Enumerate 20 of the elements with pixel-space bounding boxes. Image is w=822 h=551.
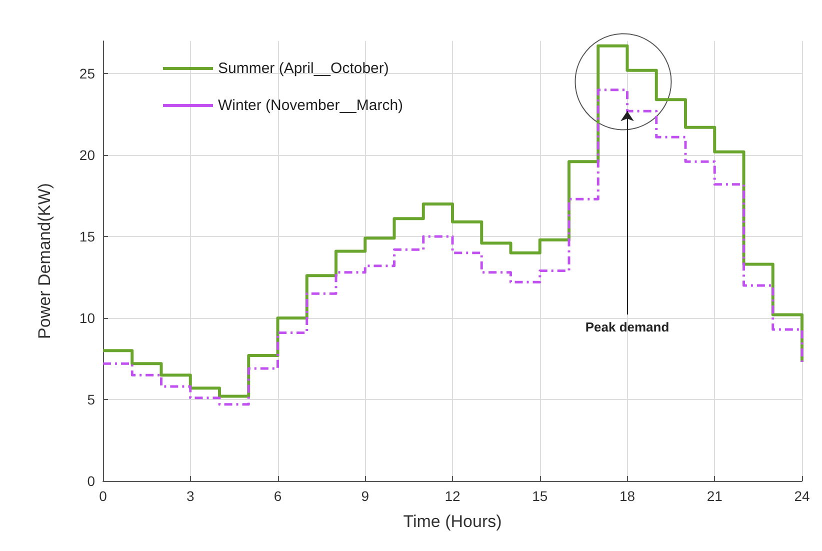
legend-label: Winter (November__March) bbox=[218, 97, 404, 114]
y-tick-label: 0 bbox=[87, 473, 96, 489]
x-tick-label: 3 bbox=[186, 488, 194, 504]
x-tick-label: 15 bbox=[532, 488, 548, 504]
y-tick-label: 10 bbox=[79, 310, 96, 326]
y-tick-label: 20 bbox=[79, 147, 96, 164]
legend-label: Summer (April__October) bbox=[218, 60, 389, 77]
x-axis-title: Time (Hours) bbox=[403, 512, 502, 531]
x-tick-label: 18 bbox=[619, 488, 636, 504]
y-tick-label: 25 bbox=[79, 66, 96, 82]
y-axis-title: Power Demand(KW) bbox=[35, 183, 54, 339]
y-tick-label: 5 bbox=[87, 392, 96, 408]
annotation: Peak demand bbox=[585, 320, 670, 335]
x-tick-label: 12 bbox=[444, 488, 460, 504]
x-tick-label: 24 bbox=[794, 488, 810, 504]
y-tick-label: 15 bbox=[79, 228, 96, 245]
x-tick-label: 0 bbox=[99, 488, 108, 504]
x-tick-label: 6 bbox=[274, 488, 282, 504]
x-tick-label: 9 bbox=[361, 488, 370, 504]
x-tick-label: 21 bbox=[706, 488, 723, 504]
